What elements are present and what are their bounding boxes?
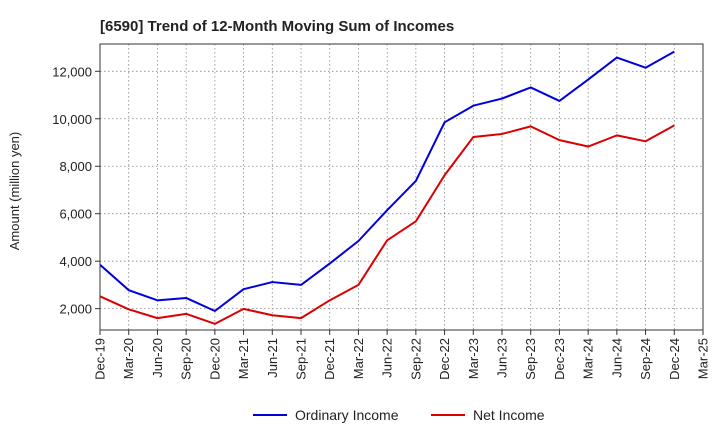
chart-title: [6590] Trend of 12-Month Moving Sum of I… xyxy=(100,18,454,35)
y-tick-label: 8,000 xyxy=(59,159,92,174)
x-tick-label: Mar-20 xyxy=(121,338,136,379)
x-tick-label: Mar-22 xyxy=(351,338,366,379)
x-tick-label: Mar-24 xyxy=(581,338,596,379)
x-tick-label: Sep-22 xyxy=(408,338,423,380)
x-tick-label: Dec-22 xyxy=(437,338,452,380)
series-line-ordinary-income xyxy=(99,50,675,313)
y-tick-label: 6,000 xyxy=(59,207,92,222)
x-tick-label: Dec-24 xyxy=(667,338,682,380)
x-tick-label: Dec-20 xyxy=(207,338,222,380)
x-tick-label: Sep-21 xyxy=(294,338,309,380)
y-tick-label: 12,000 xyxy=(52,64,92,79)
y-tick-label: 2,000 xyxy=(59,302,92,317)
x-tick-label: Mar-25 xyxy=(696,338,711,379)
x-tick-label: Dec-21 xyxy=(322,338,337,380)
x-tick-label: Dec-19 xyxy=(93,338,108,380)
grid-layer xyxy=(100,44,703,330)
x-tick-label: Jun-21 xyxy=(265,338,280,378)
x-tick-label: Jun-24 xyxy=(609,338,624,378)
y-tick-label: 4,000 xyxy=(59,254,92,269)
axis-layer: 2,000 4,000 6,000 8,000 10,000 12,000 Dec-19 Ma… xyxy=(52,43,711,380)
x-tick-label: Sep-24 xyxy=(638,338,653,380)
x-tick-label: Sep-20 xyxy=(179,338,194,380)
legend-label-ordinary-income: Ordinary Income xyxy=(295,407,399,423)
y-tick-label: 10,000 xyxy=(52,112,92,127)
series-layer xyxy=(99,50,675,325)
legend-label-net-income: Net Income xyxy=(473,407,545,423)
x-tick-label: Dec-23 xyxy=(552,338,567,380)
legend: Ordinary Income Net Income xyxy=(253,407,545,423)
x-tick-label: Mar-23 xyxy=(466,338,481,379)
x-tick-label: Jun-20 xyxy=(150,338,165,378)
x-tick-label: Jun-22 xyxy=(380,338,395,378)
y-axis-label: Amount (million yen) xyxy=(7,132,22,251)
x-tick-label: Sep-23 xyxy=(523,338,538,380)
x-tick-label: Jun-23 xyxy=(495,338,510,378)
series-line-net-income xyxy=(99,124,675,325)
x-tick-label: Mar-21 xyxy=(236,338,251,379)
plot-frame xyxy=(99,43,704,331)
